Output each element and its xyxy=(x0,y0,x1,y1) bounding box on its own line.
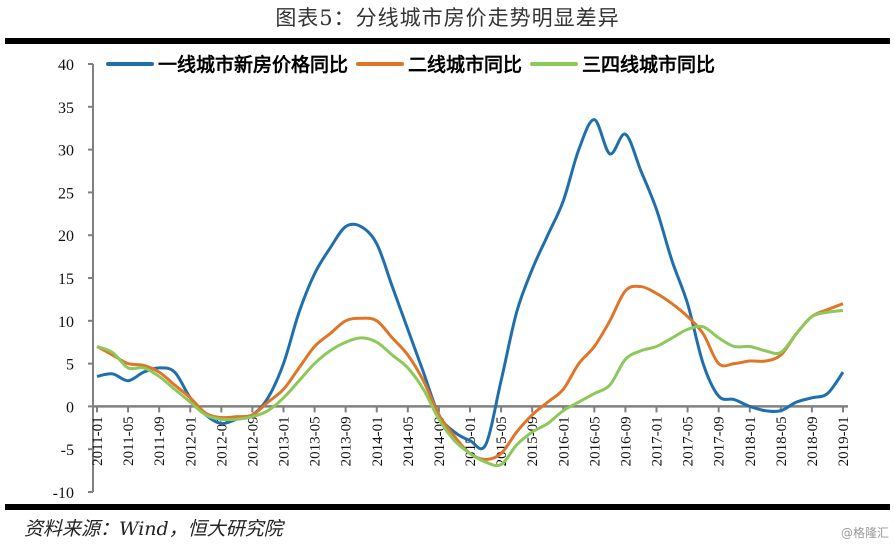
x-tick-label: 2017-05 xyxy=(681,416,697,466)
y-tick-label: 30 xyxy=(58,143,74,160)
y-tick-label: 15 xyxy=(58,271,74,288)
x-tick-label: 2014-01 xyxy=(370,416,386,466)
y-tick-label: 35 xyxy=(58,100,74,117)
x-tick-label: 2018-05 xyxy=(774,416,790,466)
series-line-1 xyxy=(96,118,845,451)
legend-swatch xyxy=(530,61,579,66)
y-tick-label: 25 xyxy=(58,185,74,202)
series-line-3 xyxy=(96,309,844,468)
source-note: 资料来源：Wind，恒大研究院 xyxy=(24,518,283,540)
x-tick-label: 2017-01 xyxy=(650,416,666,466)
x-tick-label: 2013-05 xyxy=(308,416,324,466)
x-tick-label: 2015-09 xyxy=(525,416,541,466)
y-tick-label: -10 xyxy=(53,485,74,502)
x-tick-label: 2011-09 xyxy=(152,416,168,465)
chart-title: 图表5：分线城市房价走势明显差异 xyxy=(275,6,620,30)
x-tick-label: 2016-01 xyxy=(556,416,572,466)
legend-swatch xyxy=(106,61,154,66)
y-tick-label: 20 xyxy=(58,228,74,245)
y-tick-label: -5 xyxy=(61,442,74,459)
top-divider xyxy=(5,38,890,44)
line-chart: 40 35 30 25 20 15 10 5 0 -5 -10 2011-01 2011-05 2011-… xyxy=(53,57,852,502)
y-tick-label: 5 xyxy=(66,357,74,374)
legend-item: 二线城市同比 xyxy=(356,50,522,77)
legend-label: 二线城市同比 xyxy=(408,54,523,76)
watermark: @格隆汇 xyxy=(840,526,889,540)
x-tick-label: 2017-09 xyxy=(712,416,728,466)
x-tick-label: 2015-05 xyxy=(494,416,510,466)
legend-item: 三四线城市同比 xyxy=(530,50,715,77)
x-tick-label: 2013-01 xyxy=(277,416,293,466)
legend-swatch xyxy=(356,61,405,66)
bottom-divider xyxy=(5,504,890,510)
legend-item: 一线城市新房价格同比 xyxy=(106,50,348,77)
x-tick-label: 2019-01 xyxy=(836,416,852,466)
x-tick-label: 2011-01 xyxy=(90,416,106,465)
x-tick-label: 2016-05 xyxy=(587,416,603,466)
y-tick-label: 0 xyxy=(66,399,74,416)
legend: 一线城市新房价格同比 二线城市同比 三四线城市同比 xyxy=(106,50,723,77)
y-tick-label: 40 xyxy=(58,57,74,74)
x-tick-label: 2018-01 xyxy=(743,416,759,466)
legend-label: 一线城市新房价格同比 xyxy=(158,54,349,76)
x-tick-label: 2013-09 xyxy=(339,416,355,466)
x-tick-label: 2012-01 xyxy=(183,416,199,466)
x-tick-label: 2012-05 xyxy=(214,416,230,466)
y-tick-label: 10 xyxy=(58,314,74,331)
x-tick-label: 2012-09 xyxy=(245,416,261,466)
x-tick-label: 2011-05 xyxy=(121,416,137,465)
x-tick-label: 2018-09 xyxy=(805,416,821,466)
x-tick-label: 2016-09 xyxy=(618,416,634,466)
legend-label: 三四线城市同比 xyxy=(582,54,716,76)
x-tick-label: 2014-05 xyxy=(401,416,417,466)
